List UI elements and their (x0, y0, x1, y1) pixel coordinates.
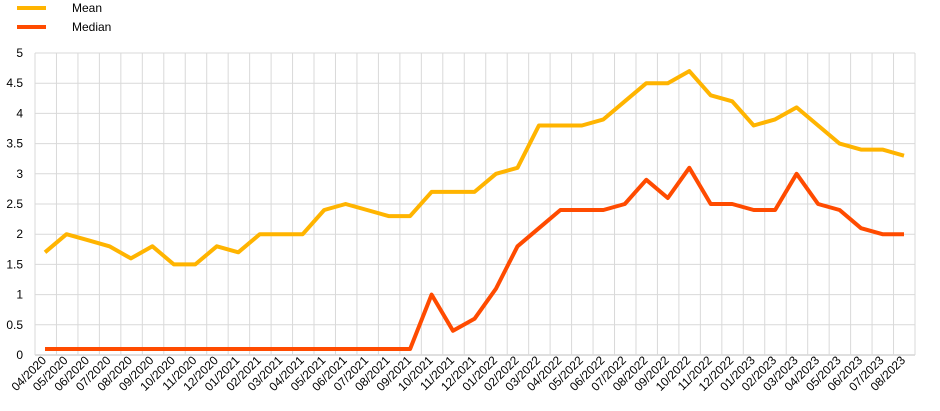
y-tick-label: 4 (16, 106, 23, 120)
y-tick-label: 3.5 (6, 137, 23, 151)
y-tick-label: 0.5 (6, 318, 23, 332)
y-tick-label: 2 (16, 227, 23, 241)
legend-item-median: Median (17, 20, 111, 34)
legend-label-mean: Mean (72, 1, 102, 15)
legend: Mean Median (17, 1, 111, 34)
y-tick-label: 2.5 (6, 197, 23, 211)
series-line-median (45, 165, 904, 351)
legend-item-mean: Mean (17, 1, 102, 15)
y-tick-label: 1.5 (6, 257, 23, 271)
y-tick-label: 1 (16, 288, 23, 302)
gridlines (34, 52, 916, 356)
x-axis-ticks: 04/202005/202006/202007/202008/202009/20… (9, 353, 909, 394)
y-tick-label: 4.5 (6, 76, 23, 90)
y-tick-label: 0 (16, 348, 23, 362)
y-tick-label: 5 (16, 46, 23, 60)
y-tick-label: 3 (16, 167, 23, 181)
y-axis-ticks: 0 0.5 1 1.5 2 2.5 3 3.5 4 4.5 5 (6, 46, 23, 362)
legend-label-median: Median (72, 20, 111, 34)
series-lines (43, 69, 905, 351)
series-line-mean (43, 69, 905, 267)
